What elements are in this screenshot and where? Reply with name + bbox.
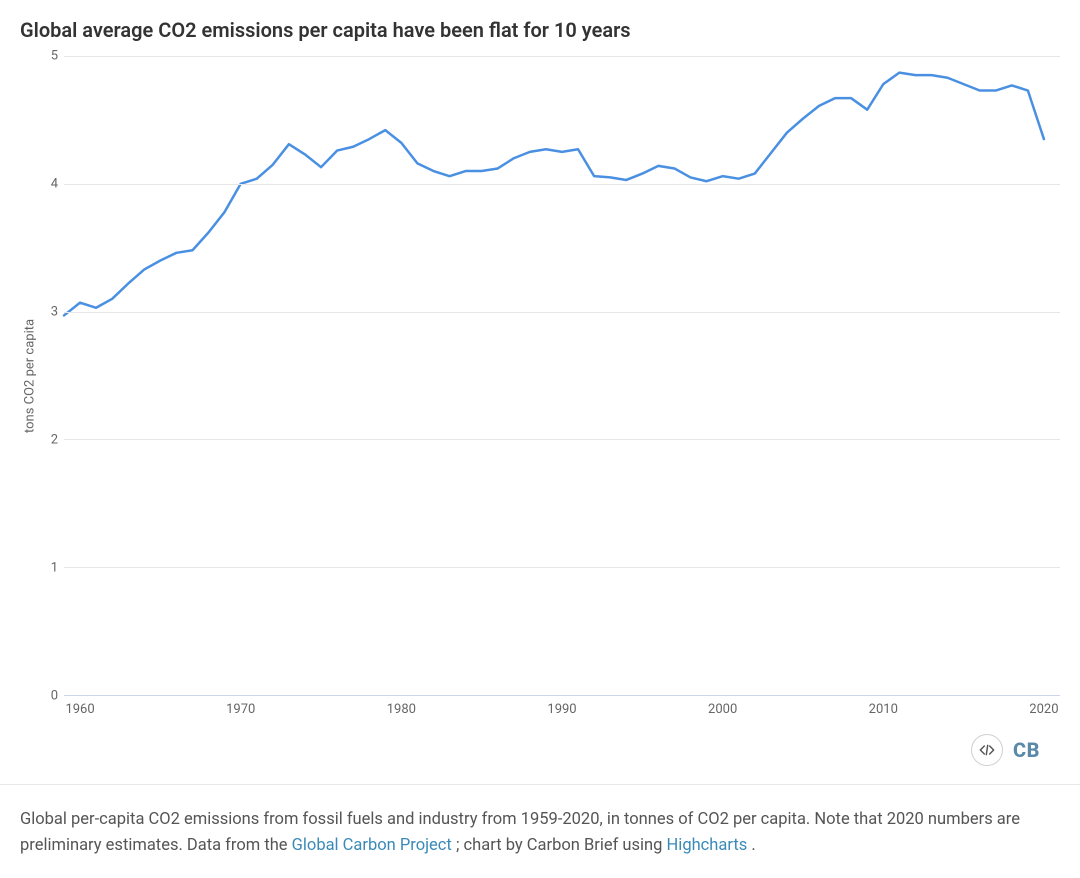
divider — [0, 784, 1080, 785]
gridline — [64, 567, 1060, 568]
carbon-brief-logo: CB — [1013, 738, 1040, 762]
code-icon — [979, 742, 995, 758]
y-tick-label: 3 — [51, 306, 58, 319]
chart-title: Global average CO2 emissions per capita … — [20, 18, 1060, 42]
x-tick-label: 2000 — [708, 702, 737, 717]
line-series — [64, 56, 1060, 695]
link-highcharts[interactable]: Highcharts — [667, 836, 748, 855]
gridline — [64, 312, 1060, 313]
x-tick-label: 1960 — [65, 702, 94, 717]
plot-wrap: tons CO2 per capita 543210 — [20, 56, 1060, 696]
y-tick-label: 0 — [51, 690, 58, 703]
chart-container: Global average CO2 emissions per capita … — [0, 0, 1080, 770]
caption-text: . — [751, 836, 755, 855]
link-global-carbon-project[interactable]: Global Carbon Project — [292, 836, 452, 855]
co2-line — [64, 73, 1044, 316]
gridline — [64, 439, 1060, 440]
x-tick-label: 1980 — [387, 702, 416, 717]
x-tick-label: 2010 — [869, 702, 898, 717]
plot-area — [64, 56, 1060, 696]
chart-footer: CB — [20, 726, 1060, 770]
x-tick-label: 2020 — [1029, 702, 1058, 717]
x-axis-ticks: 1960 1970 1980 1990 2000 2010 2020 — [64, 696, 1060, 726]
y-tick-label: 2 — [51, 434, 58, 447]
y-axis-title: tons CO2 per capita — [20, 56, 38, 696]
caption-text: ; chart by Carbon Brief using — [456, 836, 667, 855]
y-tick-label: 1 — [51, 562, 58, 575]
y-axis-ticks: 543210 — [38, 56, 64, 696]
x-tick-label: 1990 — [547, 702, 576, 717]
x-tick-label: 1970 — [226, 702, 255, 717]
gridline — [64, 184, 1060, 185]
caption: Global per-capita CO2 emissions from fos… — [0, 791, 1080, 878]
embed-button[interactable] — [971, 734, 1003, 766]
gridline — [64, 56, 1060, 57]
y-tick-label: 4 — [51, 178, 58, 191]
y-tick-label: 5 — [51, 50, 58, 63]
